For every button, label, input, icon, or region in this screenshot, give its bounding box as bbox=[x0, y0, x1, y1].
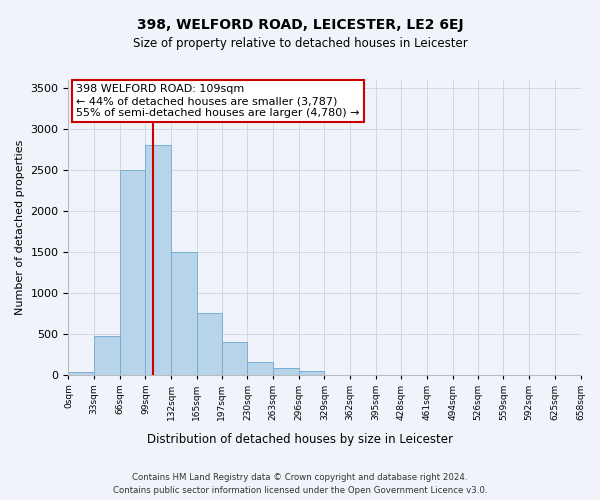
Y-axis label: Number of detached properties: Number of detached properties bbox=[15, 140, 25, 315]
Bar bbox=[171, 252, 197, 374]
Bar bbox=[94, 336, 120, 374]
Text: Distribution of detached houses by size in Leicester: Distribution of detached houses by size … bbox=[147, 432, 453, 446]
Bar bbox=[120, 170, 145, 374]
Text: 398 WELFORD ROAD: 109sqm
← 44% of detached houses are smaller (3,787)
55% of sem: 398 WELFORD ROAD: 109sqm ← 44% of detach… bbox=[76, 84, 359, 117]
Text: Contains public sector information licensed under the Open Government Licence v3: Contains public sector information licen… bbox=[113, 486, 487, 495]
Text: 398, WELFORD ROAD, LEICESTER, LE2 6EJ: 398, WELFORD ROAD, LEICESTER, LE2 6EJ bbox=[137, 18, 463, 32]
Bar bbox=[68, 372, 94, 374]
Text: Size of property relative to detached houses in Leicester: Size of property relative to detached ho… bbox=[133, 38, 467, 51]
Bar bbox=[145, 146, 171, 374]
Bar bbox=[222, 342, 247, 374]
Bar bbox=[273, 368, 299, 374]
Bar bbox=[299, 370, 325, 374]
Bar bbox=[247, 362, 273, 374]
Bar bbox=[197, 313, 222, 374]
Text: Contains HM Land Registry data © Crown copyright and database right 2024.: Contains HM Land Registry data © Crown c… bbox=[132, 472, 468, 482]
